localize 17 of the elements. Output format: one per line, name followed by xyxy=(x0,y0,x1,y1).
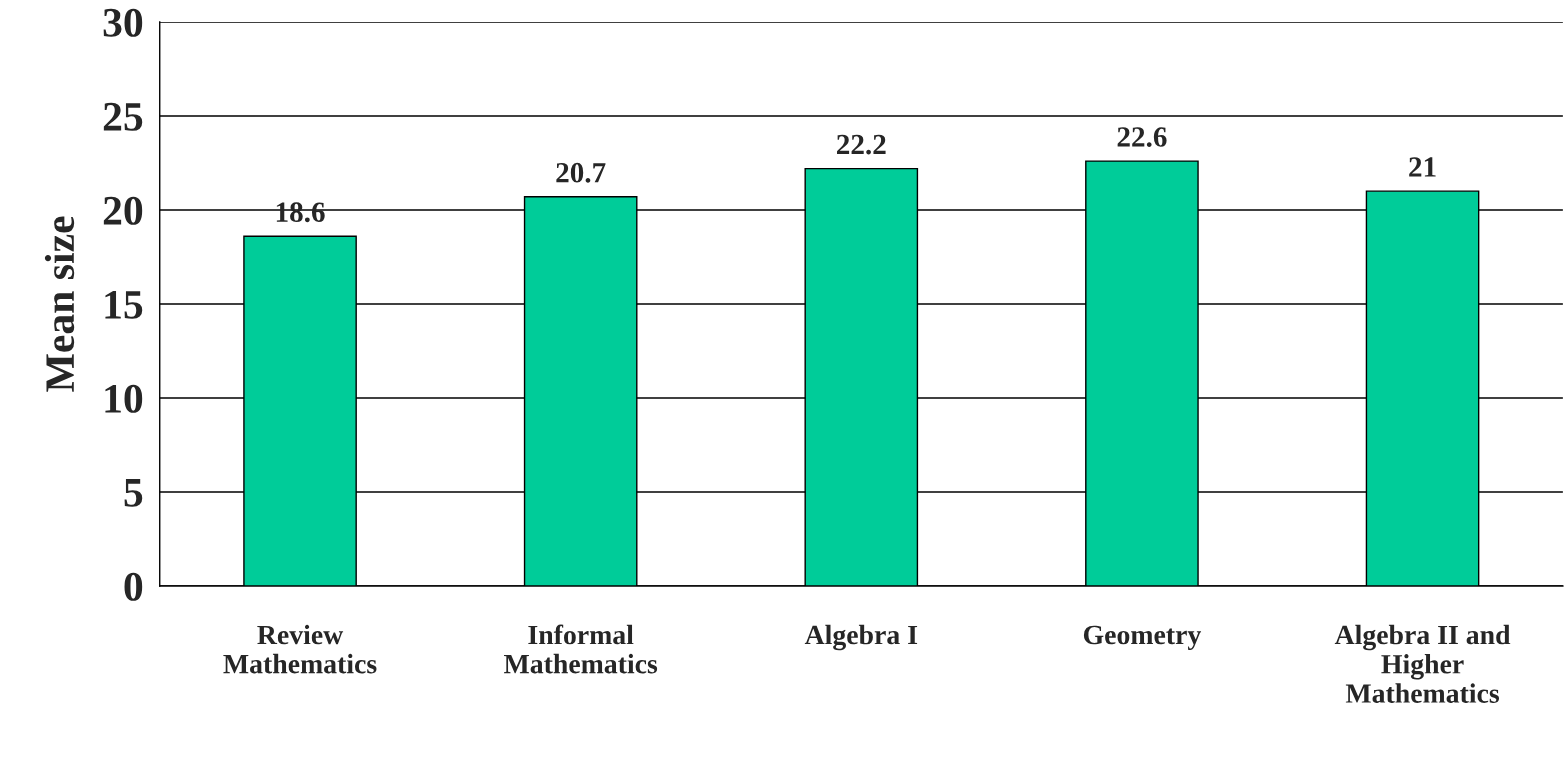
data-label: 20.7 xyxy=(556,162,606,183)
x-tick-label: Algebra I xyxy=(804,624,918,651)
x-tick-label: Review Mathematics xyxy=(223,624,377,674)
y-tick-label: 25 xyxy=(103,102,143,131)
data-label: 21 xyxy=(1409,157,1436,177)
y-tick-label: 0 xyxy=(124,572,143,601)
y-tick-label: 10 xyxy=(105,384,143,413)
y-tick-label: 5 xyxy=(124,479,143,507)
x-tick-label: Informal Mathematics xyxy=(504,624,658,674)
y-tick-label: 20 xyxy=(103,196,143,225)
y-tick-label: 15 xyxy=(105,290,143,319)
x-tick-label: Algebra II and Higher Mathematics xyxy=(1334,624,1511,703)
y-tick-label: 30 xyxy=(103,8,143,37)
data-label: 22.6 xyxy=(1117,127,1167,147)
data-label: 22.2 xyxy=(837,134,886,155)
y-axis-title: Mean size xyxy=(44,216,75,392)
x-tick-label: Geometry xyxy=(1083,625,1202,651)
